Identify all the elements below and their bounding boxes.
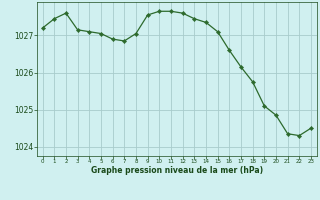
X-axis label: Graphe pression niveau de la mer (hPa): Graphe pression niveau de la mer (hPa) [91, 166, 263, 175]
